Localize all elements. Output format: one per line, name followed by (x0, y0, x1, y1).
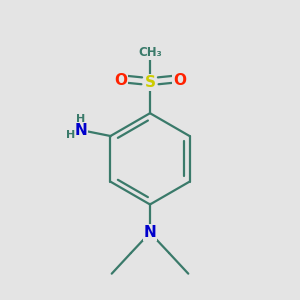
Text: S: S (145, 75, 155, 90)
Text: N: N (144, 225, 156, 240)
Text: O: O (173, 73, 186, 88)
Text: CH₃: CH₃ (138, 46, 162, 59)
Text: H: H (65, 130, 75, 140)
Text: N: N (75, 123, 87, 138)
Text: H: H (76, 114, 86, 124)
Text: O: O (114, 73, 127, 88)
